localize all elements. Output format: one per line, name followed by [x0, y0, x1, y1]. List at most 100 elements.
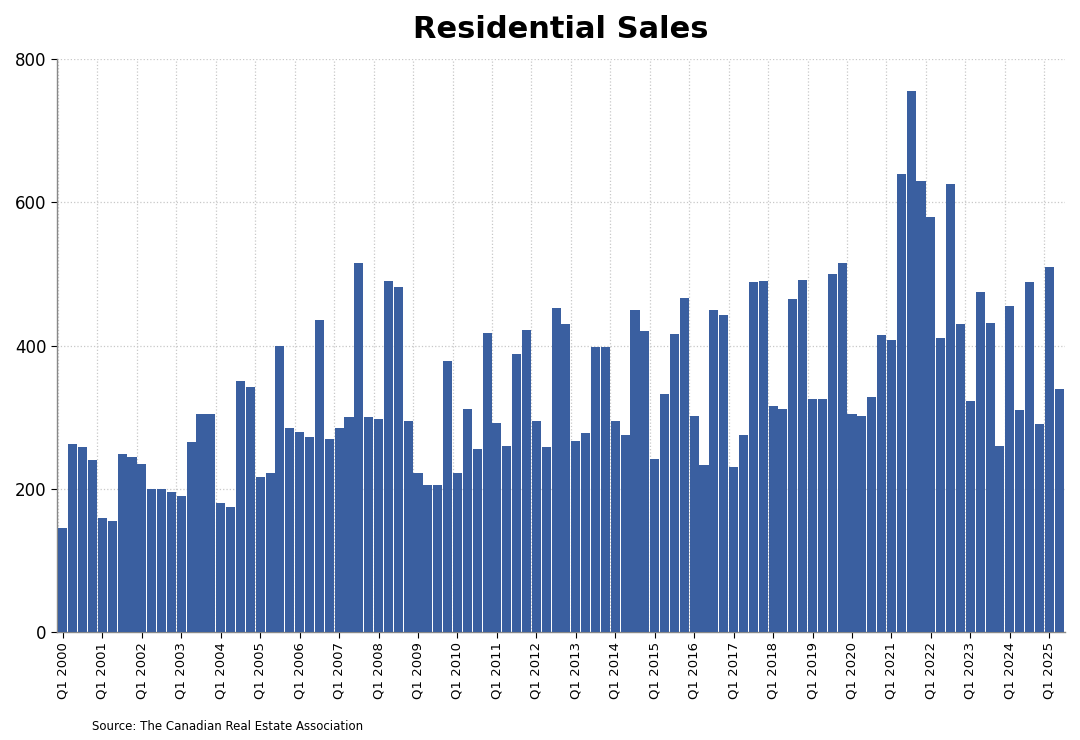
Bar	[571, 441, 580, 632]
Bar	[147, 489, 157, 632]
Bar	[1044, 266, 1054, 632]
Bar	[591, 347, 600, 632]
Bar	[1054, 388, 1064, 632]
Bar	[966, 402, 975, 632]
Bar	[779, 408, 787, 632]
Bar	[137, 464, 147, 632]
Bar	[927, 217, 935, 632]
Bar	[325, 439, 334, 632]
Bar	[187, 443, 195, 632]
Bar	[531, 421, 541, 632]
Bar	[956, 324, 966, 632]
Bar	[483, 333, 491, 632]
Bar	[502, 446, 511, 632]
Bar	[364, 417, 374, 632]
Bar	[748, 283, 758, 632]
Bar	[946, 184, 955, 632]
Bar	[473, 449, 482, 632]
Bar	[1015, 410, 1024, 632]
Bar	[936, 338, 945, 632]
Bar	[433, 485, 443, 632]
Bar	[423, 485, 432, 632]
Bar	[739, 435, 748, 632]
Bar	[818, 400, 827, 632]
Bar	[226, 507, 235, 632]
Bar	[700, 465, 708, 632]
Bar	[1005, 306, 1014, 632]
Bar	[354, 263, 363, 632]
Bar	[315, 320, 324, 632]
Bar	[996, 446, 1004, 632]
Bar	[295, 431, 305, 632]
Bar	[383, 281, 393, 632]
Text: Source: The Canadian Real Estate Association: Source: The Canadian Real Estate Associa…	[92, 719, 363, 733]
Bar	[679, 297, 689, 632]
Bar	[827, 274, 837, 632]
Bar	[98, 517, 107, 632]
Bar	[492, 423, 501, 632]
Bar	[600, 347, 610, 632]
Bar	[157, 489, 166, 632]
Bar	[197, 414, 205, 632]
Bar	[414, 473, 422, 632]
Bar	[266, 473, 274, 632]
Bar	[167, 493, 176, 632]
Bar	[788, 299, 797, 632]
Bar	[305, 437, 314, 632]
Bar	[660, 394, 670, 632]
Bar	[177, 496, 186, 632]
Bar	[581, 433, 590, 632]
Bar	[670, 334, 679, 632]
Bar	[235, 381, 245, 632]
Bar	[640, 332, 649, 632]
Bar	[127, 457, 136, 632]
Bar	[808, 399, 818, 632]
Bar	[729, 468, 738, 632]
Bar	[848, 414, 856, 632]
Bar	[206, 414, 215, 632]
Bar	[867, 397, 876, 632]
Bar	[374, 419, 383, 632]
Bar	[906, 91, 916, 632]
Bar	[58, 528, 67, 632]
Bar	[443, 361, 453, 632]
Bar	[68, 445, 78, 632]
Bar	[404, 421, 413, 632]
Bar	[275, 346, 284, 632]
Bar	[1025, 283, 1034, 632]
Bar	[463, 408, 472, 632]
Bar	[798, 280, 807, 632]
Bar	[335, 428, 343, 632]
Bar	[769, 406, 778, 632]
Bar	[690, 416, 699, 632]
Bar	[246, 387, 255, 632]
Bar	[216, 503, 226, 632]
Bar	[896, 173, 906, 632]
Bar	[552, 309, 561, 632]
Bar	[858, 416, 866, 632]
Bar	[887, 340, 896, 632]
Bar	[838, 263, 847, 632]
Bar	[345, 417, 353, 632]
Bar	[394, 287, 403, 632]
Bar	[877, 334, 886, 632]
Bar	[719, 314, 728, 632]
Title: Residential Sales: Residential Sales	[414, 15, 708, 44]
Bar	[986, 323, 995, 632]
Bar	[108, 521, 117, 632]
Bar	[522, 330, 531, 632]
Bar	[256, 477, 265, 632]
Bar	[610, 421, 620, 632]
Bar	[453, 473, 462, 632]
Bar	[631, 310, 639, 632]
Bar	[975, 292, 985, 632]
Bar	[710, 310, 718, 632]
Bar	[1035, 424, 1044, 632]
Bar	[87, 460, 97, 632]
Bar	[562, 324, 570, 632]
Bar	[78, 447, 87, 632]
Bar	[650, 459, 659, 632]
Bar	[118, 454, 126, 632]
Bar	[621, 435, 630, 632]
Bar	[512, 354, 522, 632]
